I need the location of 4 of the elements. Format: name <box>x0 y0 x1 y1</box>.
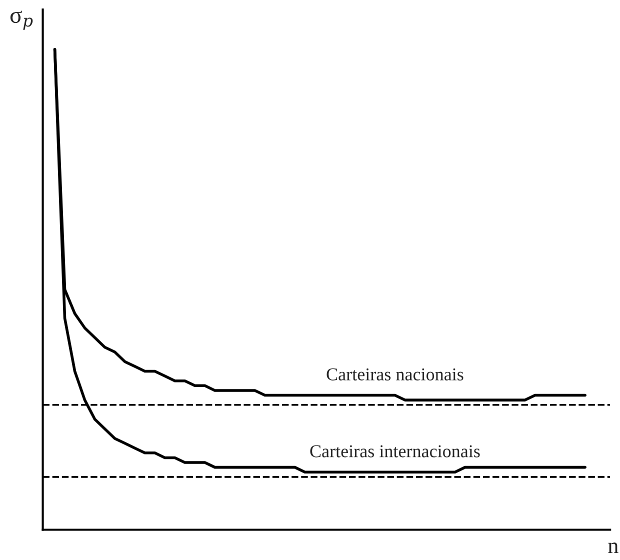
annotation: Carteiras nacionais <box>326 368 464 380</box>
annotation: Carteiras internacionais <box>310 445 480 458</box>
x-axis-title: n <box>608 542 618 554</box>
y-axis-title: σ$_{p}$ <box>10 10 33 30</box>
